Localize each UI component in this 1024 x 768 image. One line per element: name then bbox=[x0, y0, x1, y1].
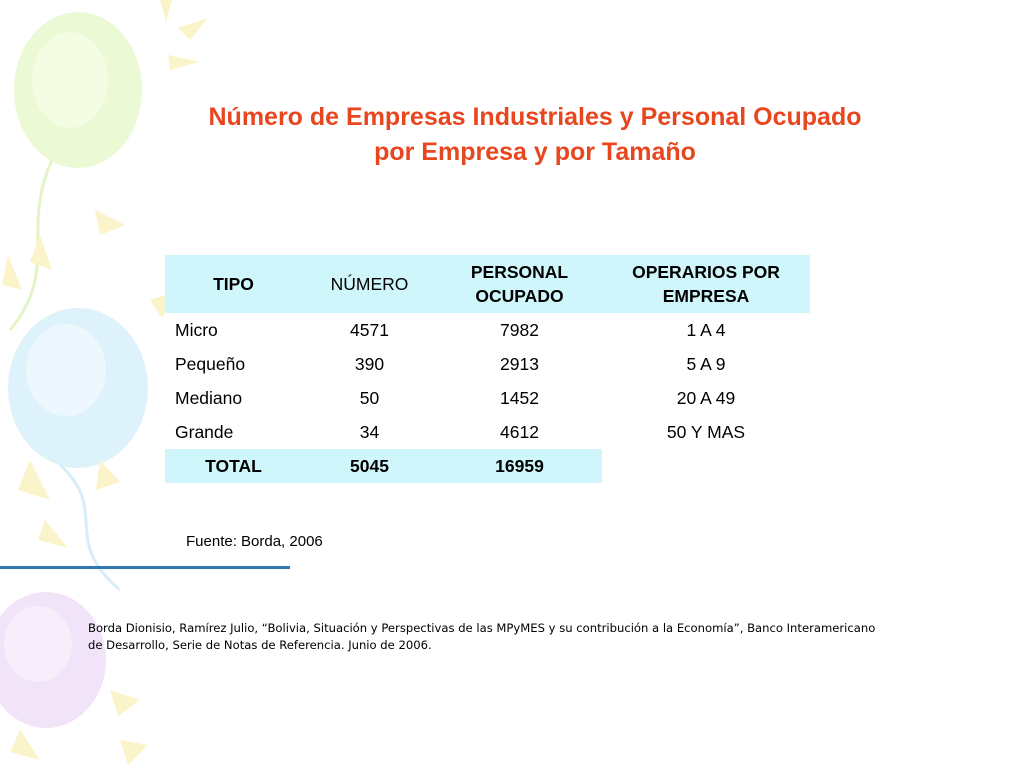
green-balloon-highlight bbox=[32, 32, 108, 128]
source-note: Fuente: Borda, 2006 bbox=[186, 533, 323, 550]
table-header-row: TIPO NÚMERO PERSONAL OCUPADO OPERARIOS P… bbox=[165, 255, 810, 313]
table-row: Micro 4571 7982 1 A 4 bbox=[165, 313, 810, 347]
header-operarios-line2: EMPRESA bbox=[662, 286, 750, 306]
blue-balloon-highlight bbox=[26, 324, 106, 416]
reference-line1: Borda Dionisio, Ramírez Julio, “Bolivia,… bbox=[88, 621, 876, 635]
cell-tipo: Grande bbox=[175, 421, 234, 442]
cell-personal: 4612 bbox=[500, 421, 539, 442]
table-row: Mediano 50 1452 20 A 49 bbox=[165, 381, 810, 415]
header-tipo: TIPO bbox=[165, 255, 302, 313]
header-personal-line1: PERSONAL bbox=[470, 262, 569, 282]
header-personal-line2: OCUPADO bbox=[475, 286, 564, 306]
slide-title-line2: por Empresa y por Tamaño bbox=[374, 138, 696, 166]
cell-personal: 2913 bbox=[500, 353, 539, 374]
purple-balloon-highlight bbox=[4, 606, 72, 682]
sun-rays bbox=[2, 0, 208, 765]
cell-numero: 390 bbox=[354, 353, 385, 374]
total-label: TOTAL bbox=[165, 449, 302, 483]
table-row: Pequeño 390 2913 5 A 9 bbox=[165, 347, 810, 381]
cell-personal: 1452 bbox=[500, 387, 539, 408]
cell-tipo: Mediano bbox=[175, 387, 243, 408]
table-row: Grande 34 4612 50 Y MAS bbox=[165, 415, 810, 449]
slide-title: Número de Empresas Industriales y Person… bbox=[110, 100, 960, 170]
total-personal: 16959 bbox=[437, 449, 602, 483]
slide-title-line1: Número de Empresas Industriales y Person… bbox=[208, 103, 862, 131]
blue-balloon-string bbox=[58, 463, 121, 592]
cell-operarios: 20 A 49 bbox=[676, 387, 736, 408]
companies-table: TIPO NÚMERO PERSONAL OCUPADO OPERARIOS P… bbox=[165, 255, 810, 483]
cell-operarios: 5 A 9 bbox=[686, 353, 726, 374]
cell-numero: 34 bbox=[359, 421, 380, 442]
cell-operarios: 1 A 4 bbox=[686, 319, 726, 340]
green-balloon-string bbox=[8, 159, 54, 331]
reference-line2: de Desarrollo, Serie de Notas de Referen… bbox=[88, 638, 432, 652]
total-empty-cell bbox=[602, 449, 810, 483]
bibliographic-reference: Borda Dionisio, Ramírez Julio, “Bolivia,… bbox=[88, 620, 938, 654]
cell-personal: 7982 bbox=[500, 319, 539, 340]
cell-numero: 50 bbox=[359, 387, 380, 408]
header-personal: PERSONAL OCUPADO bbox=[437, 255, 602, 313]
total-numero: 5045 bbox=[302, 449, 437, 483]
header-operarios-line1: OPERARIOS POR bbox=[632, 262, 780, 282]
cell-tipo: Micro bbox=[175, 319, 218, 340]
cell-tipo: Pequeño bbox=[175, 353, 246, 374]
table-total-row: TOTAL 5045 16959 bbox=[165, 449, 810, 483]
header-numero: NÚMERO bbox=[302, 255, 437, 313]
cell-operarios: 50 Y MAS bbox=[666, 421, 746, 442]
divider-line bbox=[0, 566, 290, 569]
header-operarios: OPERARIOS POR EMPRESA bbox=[602, 255, 810, 313]
cell-numero: 4571 bbox=[350, 319, 389, 340]
